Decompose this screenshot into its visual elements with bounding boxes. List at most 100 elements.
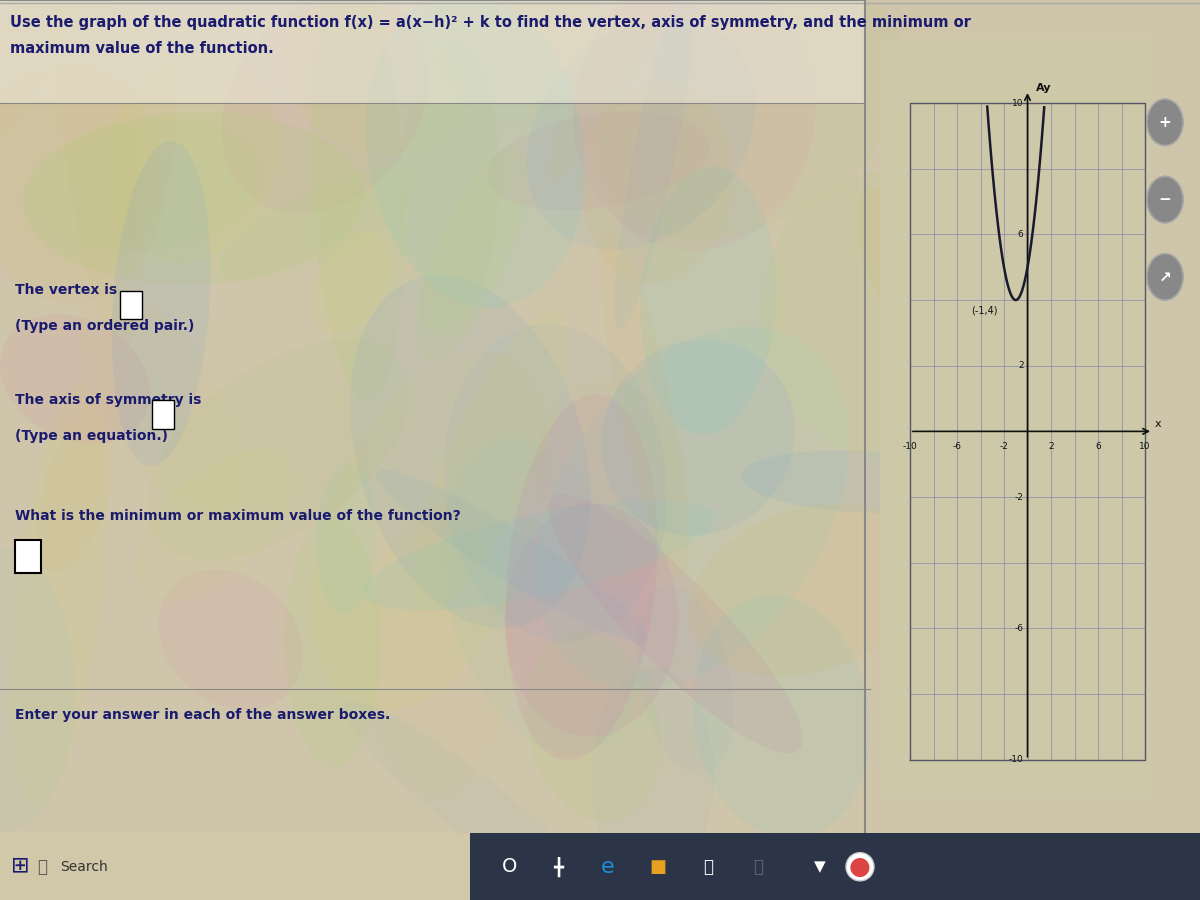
Bar [0,832,470,900]
Ellipse shape [0,546,76,832]
Text: maximum value of the function.: maximum value of the function. [10,41,274,56]
Ellipse shape [311,232,390,334]
Ellipse shape [316,462,377,614]
Text: ╋: ╋ [553,857,563,877]
Ellipse shape [762,172,1010,458]
Ellipse shape [572,0,816,250]
Text: The axis of symmetry is: The axis of symmetry is [14,392,202,407]
Text: -6: -6 [953,442,961,451]
Ellipse shape [0,0,95,148]
Text: 6: 6 [1018,230,1024,238]
Ellipse shape [376,469,647,643]
Ellipse shape [581,81,732,284]
Ellipse shape [284,517,380,768]
Ellipse shape [504,503,678,737]
Ellipse shape [311,0,404,401]
FancyBboxPatch shape [120,291,142,319]
Ellipse shape [505,394,658,760]
Ellipse shape [366,0,586,307]
Ellipse shape [12,383,107,808]
Ellipse shape [136,449,292,601]
Ellipse shape [222,0,430,213]
Text: -10: -10 [902,442,917,451]
Text: +: + [1159,115,1171,130]
Ellipse shape [526,631,661,822]
Ellipse shape [413,310,570,609]
Text: Use the graph of the quadratic function f(x) = a(x−h)² + k to find the vertex, a: Use the graph of the quadratic function … [10,15,971,31]
Circle shape [1147,176,1183,223]
Ellipse shape [350,274,590,628]
Text: ↗: ↗ [1159,269,1171,284]
Text: −: − [1159,192,1171,207]
Ellipse shape [601,339,794,536]
Text: e: e [601,857,614,877]
Ellipse shape [641,166,775,435]
Ellipse shape [692,595,870,839]
Text: ⊞: ⊞ [11,857,29,877]
Circle shape [1147,254,1183,300]
Ellipse shape [548,0,704,179]
Ellipse shape [740,450,979,513]
FancyBboxPatch shape [152,400,174,428]
Ellipse shape [442,437,644,755]
Ellipse shape [416,147,528,361]
Text: -10: -10 [1009,755,1024,764]
Ellipse shape [312,350,547,712]
FancyBboxPatch shape [14,539,41,573]
Text: ■: ■ [649,858,666,876]
Text: ●: ● [850,855,871,878]
Ellipse shape [220,166,426,283]
Text: Ay: Ay [1036,83,1051,93]
Ellipse shape [56,0,142,348]
Ellipse shape [367,508,511,797]
Ellipse shape [595,0,907,238]
Text: Search: Search [60,860,108,874]
Text: The vertex is: The vertex is [14,284,118,297]
Text: -2: -2 [1015,492,1024,501]
Bar [0,0,865,103]
Ellipse shape [600,230,690,577]
Text: 2: 2 [1048,442,1054,451]
Ellipse shape [146,339,409,560]
Bar [880,39,1150,798]
Ellipse shape [280,1,464,156]
Ellipse shape [36,399,120,573]
Ellipse shape [857,186,926,328]
Ellipse shape [112,141,210,466]
Ellipse shape [487,112,710,211]
Text: 2: 2 [1018,361,1024,370]
Ellipse shape [0,66,164,303]
Text: Enter your answer in each of the answer boxes.: Enter your answer in each of the answer … [14,708,390,722]
Ellipse shape [614,0,696,329]
Circle shape [1147,99,1183,146]
Text: -2: -2 [1000,442,1008,451]
Ellipse shape [689,503,929,677]
Ellipse shape [538,327,848,689]
Ellipse shape [0,314,150,444]
Circle shape [846,852,874,881]
Ellipse shape [362,500,714,610]
Ellipse shape [398,40,499,336]
Ellipse shape [79,287,247,515]
Ellipse shape [23,112,364,284]
Text: What is the minimum or maximum value of the function?: What is the minimum or maximum value of … [14,508,461,523]
Text: (Type an ordered pair.): (Type an ordered pair.) [14,320,194,333]
Text: 10: 10 [1139,442,1151,451]
Ellipse shape [548,494,803,753]
Ellipse shape [444,324,667,642]
Text: 10: 10 [1012,98,1024,107]
Text: ⬜: ⬜ [703,858,713,876]
Text: 6: 6 [1096,442,1100,451]
Text: O: O [503,858,517,877]
Ellipse shape [527,18,756,250]
Text: -6: -6 [1014,624,1024,633]
Text: (-1,4): (-1,4) [971,305,997,315]
Text: ▼: ▼ [814,860,826,874]
Text: (Type an equation.): (Type an equation.) [14,428,168,443]
Bar [470,832,1200,900]
Ellipse shape [158,570,302,710]
Text: ⬜: ⬜ [754,858,763,876]
Ellipse shape [0,0,176,283]
Text: ⌕: ⌕ [37,858,47,876]
Ellipse shape [104,50,278,263]
